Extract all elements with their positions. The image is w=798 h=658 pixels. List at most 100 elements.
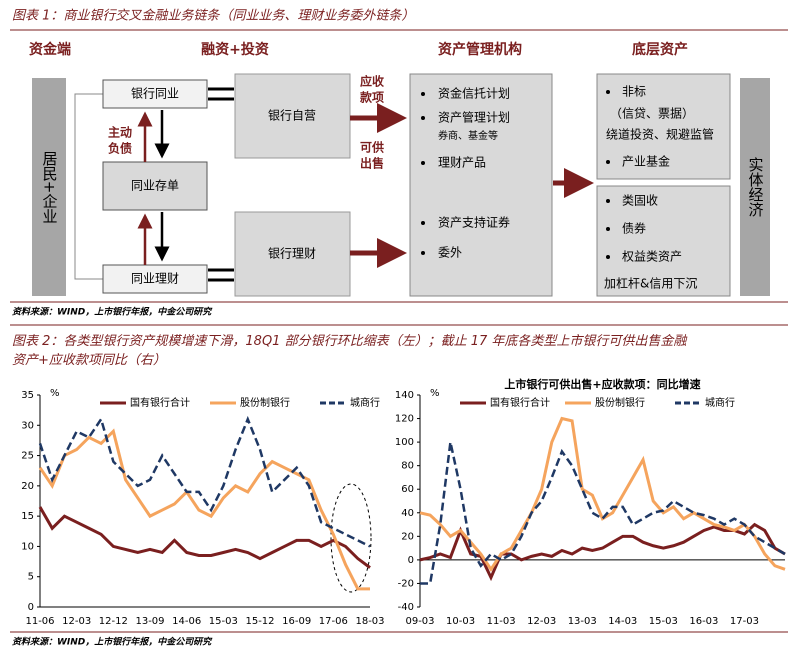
content: 图表 1：商业银行交叉金融业务链条（同业业务、理财业务委外链条） 资金端 融资+投资… bbox=[12, 8, 786, 648]
label: 可供 bbox=[360, 140, 384, 155]
bullet bbox=[421, 92, 425, 96]
y-label: % bbox=[50, 388, 60, 399]
box bbox=[409, 73, 553, 297]
header: 资产管理机构 bbox=[438, 41, 522, 58]
y-label: % bbox=[430, 388, 440, 399]
box bbox=[102, 161, 208, 211]
x-tick-label: 16-09 bbox=[282, 616, 311, 627]
box bbox=[234, 73, 351, 159]
label: 委外 bbox=[438, 246, 462, 260]
box bbox=[102, 79, 208, 109]
y-tick-label: 20 bbox=[401, 531, 414, 542]
label: （信贷、票据） bbox=[610, 107, 694, 121]
label: 款项 bbox=[360, 90, 384, 105]
y-tick-label: 20 bbox=[21, 481, 34, 492]
y-tick-label: 100 bbox=[395, 437, 414, 448]
box bbox=[102, 264, 208, 294]
box-label: 银行自营 bbox=[268, 109, 316, 123]
series-line bbox=[38, 506, 371, 569]
y-tick-label: 15 bbox=[21, 511, 34, 522]
label: 资产支持证券 bbox=[438, 215, 510, 230]
bullet bbox=[421, 251, 425, 255]
series-line bbox=[38, 415, 371, 548]
label: 类固收 bbox=[622, 194, 658, 208]
series-line bbox=[419, 522, 786, 582]
label: 非标 bbox=[622, 85, 646, 99]
x-tick-label: 15-03 bbox=[649, 616, 678, 627]
label: 出售 bbox=[360, 156, 384, 171]
label: 资金信托计划 bbox=[438, 86, 510, 101]
x-tick-label: 17-06 bbox=[319, 616, 348, 627]
bullet bbox=[421, 221, 425, 225]
box-label: 同业理财 bbox=[131, 272, 179, 286]
bullet bbox=[421, 161, 425, 165]
y-tick-label: 30 bbox=[21, 420, 34, 431]
right-box-label: 实体经济 bbox=[747, 157, 765, 217]
legend-label: 国有银行合计 bbox=[130, 396, 190, 409]
label: 绕道投资、规避监管 bbox=[606, 127, 714, 142]
series-line bbox=[38, 428, 370, 591]
bullet bbox=[606, 227, 610, 231]
left-box-label: 居民+企业 bbox=[41, 151, 59, 224]
bullet bbox=[606, 255, 610, 259]
label: 债券 bbox=[622, 221, 646, 236]
y-tick-label: 25 bbox=[21, 451, 34, 462]
caption: 图表 2：各类型银行资产规模增速下滑，18Q1 部分银行环比缩表（左）；截止 1… bbox=[12, 333, 688, 368]
x-tick-label: 17-03 bbox=[730, 616, 759, 627]
header: 资金端 bbox=[29, 41, 71, 58]
x-tick-label: 13-03 bbox=[568, 616, 597, 627]
x-tick-label: 11-06 bbox=[25, 616, 54, 627]
source: 资料来源：WIND，上市银行年报，中金公司研究 bbox=[12, 637, 213, 648]
bullet bbox=[606, 90, 610, 94]
double-line bbox=[208, 87, 234, 282]
box-label: 银行理财 bbox=[268, 247, 316, 261]
bullet bbox=[606, 199, 610, 203]
chart-title: 上市银行可供出售+应收款项：同比增速 bbox=[504, 377, 700, 391]
label: 权益类资产 bbox=[622, 250, 682, 264]
box bbox=[596, 185, 731, 297]
y-tick-label: 5 bbox=[28, 572, 34, 583]
label: 资产管理计划 bbox=[438, 110, 510, 125]
y-tick-label: 140 bbox=[395, 390, 414, 401]
y-tick-label: -40 bbox=[398, 602, 414, 613]
label: 应收 bbox=[360, 74, 384, 89]
x-tick-label: 18-03 bbox=[355, 616, 384, 627]
y-tick-label: 60 bbox=[401, 484, 414, 495]
x-tick-label: 14-03 bbox=[608, 616, 637, 627]
y-tick-label: 40 bbox=[401, 508, 414, 519]
header: 融资+投资 bbox=[201, 41, 269, 58]
arrows bbox=[350, 103, 594, 268]
x-tick-label: 14-06 bbox=[172, 616, 201, 627]
x-tick-label: 12-03 bbox=[62, 616, 91, 627]
y-tick-label: 10 bbox=[21, 541, 34, 552]
legend-label: 城商行 bbox=[705, 396, 735, 409]
box bbox=[234, 211, 351, 297]
x-tick-label: 15-03 bbox=[209, 616, 238, 627]
y-tick-label: 35 bbox=[21, 390, 34, 401]
x-tick-label: 15-12 bbox=[245, 616, 274, 627]
x-tick-label: 12-12 bbox=[99, 616, 128, 627]
caption-line: 图表 2：各类型银行资产规模增速下滑，18Q1 部分银行环比缩表（左）；截止 1… bbox=[12, 333, 688, 349]
x-tick-label: 09-03 bbox=[405, 616, 434, 627]
legend-label: 股份制银行 bbox=[240, 396, 290, 409]
y-tick-label: -20 bbox=[398, 578, 414, 589]
box-label: 同业存单 bbox=[131, 179, 179, 193]
bullet bbox=[421, 116, 425, 120]
connector bbox=[74, 93, 103, 280]
legend-label: 股份制银行 bbox=[595, 396, 645, 409]
label: 理财产品 bbox=[438, 156, 486, 170]
caption: 图表 1：商业银行交叉金融业务链条（同业业务、理财业务委外链条） bbox=[12, 8, 414, 24]
y-tick-label: 120 bbox=[395, 414, 414, 425]
source: 资料来源：WIND，上市银行年报，中金公司研究 bbox=[12, 307, 213, 318]
label: 产业基金 bbox=[622, 154, 670, 169]
arrows bbox=[137, 110, 170, 265]
y-tick-label: 80 bbox=[401, 461, 414, 472]
bullet bbox=[606, 160, 610, 164]
highlight bbox=[330, 483, 372, 593]
y-tick-label: 0 bbox=[28, 602, 34, 613]
x-tick-label: 11-03 bbox=[487, 616, 516, 627]
label: 加杠杆&信用下沉 bbox=[604, 276, 697, 291]
x-tick-label: 10-03 bbox=[446, 616, 475, 627]
x-tick-label: 13-09 bbox=[135, 616, 164, 627]
